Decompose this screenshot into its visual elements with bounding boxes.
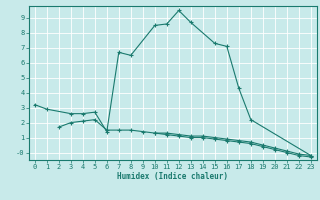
X-axis label: Humidex (Indice chaleur): Humidex (Indice chaleur) <box>117 172 228 181</box>
